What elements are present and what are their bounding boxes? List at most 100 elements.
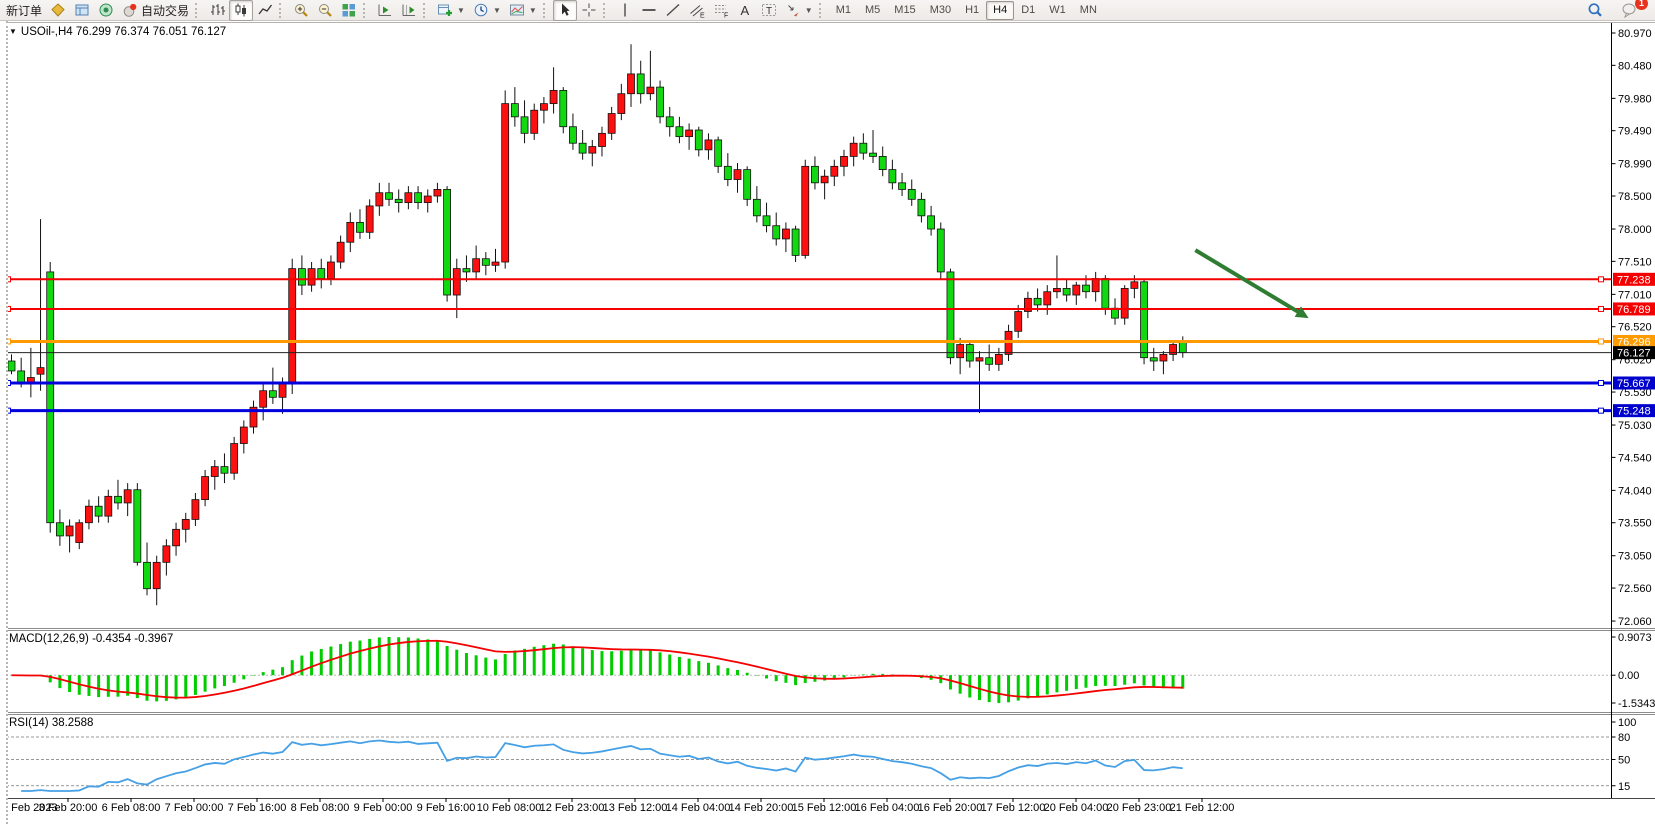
line-endpoint-marker[interactable] [1598, 379, 1604, 386]
time-axis-label: 20 Feb 04:00 [1044, 802, 1109, 814]
price-axis-label: 75.030 [1618, 420, 1652, 432]
timeframe-m5-button[interactable]: M5 [865, 3, 881, 16]
new-chart-button[interactable]: ▼ [433, 0, 469, 21]
window-left-gutter[interactable] [0, 21, 8, 824]
candles [7, 44, 1187, 606]
chart-collapse-icon[interactable]: ▼ [9, 27, 17, 36]
price-axis-label: 77.010 [1618, 289, 1652, 301]
time-axis-label: 2 Feb 2023 [2, 802, 58, 814]
time-axis-label: 15 Feb 12:00 [792, 802, 857, 814]
navigator-button[interactable] [94, 0, 118, 21]
price-tag-label: 76.789 [1617, 304, 1651, 316]
main-toolbar: 新订单 自动交易 ▼ ▼ ▼ E F A T ▼ M1 M5 M15 M30 H1 H4 D1 W1 MN 1 [0, 0, 1655, 21]
price-axis-label: 79.490 [1618, 126, 1652, 138]
search-button[interactable] [1583, 0, 1607, 21]
timeframe-d1-button[interactable]: D1 [1021, 3, 1036, 16]
cursor-button[interactable] [552, 0, 577, 21]
chat-button[interactable]: 1 [1617, 0, 1648, 21]
timeframe-m1-button[interactable]: M1 [835, 3, 851, 16]
timeframe-mn-button[interactable]: MN [1079, 3, 1097, 16]
auto-trading-button[interactable]: 自动交易 [118, 0, 193, 21]
price-tag-label: 76.296 [1617, 336, 1651, 348]
time-axis-label: 12 Feb 23:00 [540, 802, 605, 814]
line-endpoint-marker[interactable] [1598, 407, 1604, 414]
price-tag [1613, 404, 1655, 418]
price-axis-label: 80.480 [1618, 60, 1652, 72]
line-endpoint-marker[interactable] [1598, 305, 1604, 312]
crosshair-button[interactable] [577, 0, 601, 21]
rsi-line [21, 739, 1183, 792]
equidistant-channel-icon: E [689, 2, 705, 20]
timeframe-m15-button[interactable]: M15 [894, 3, 916, 16]
market-watch-button[interactable] [70, 0, 94, 21]
time-axis-label: 7 Feb 00:00 [165, 802, 224, 814]
price-tag [1613, 376, 1655, 390]
text-label-button[interactable]: T [757, 0, 781, 21]
price-tag [1613, 334, 1655, 348]
chart-shift-button[interactable] [397, 0, 421, 21]
time-axis-label: 20 Feb 23:00 [1107, 802, 1172, 814]
new-order-button[interactable]: 新订单 [2, 0, 46, 21]
price-axis-label: 78.500 [1618, 191, 1652, 203]
price-axis-label: 72.560 [1618, 583, 1652, 595]
chart-title: ▼ USOil-,H4 76.299 76.374 76.051 76.127 [9, 26, 226, 38]
line-chart-button[interactable] [253, 0, 277, 21]
cursor-icon [557, 2, 573, 18]
rsi-indicator-label: RSI(14) 38.2588 [9, 717, 94, 729]
chat-icon [1621, 2, 1637, 19]
profiles-icon [473, 2, 489, 18]
line-endpoint-marker[interactable] [1598, 338, 1604, 345]
timeframe-w1-button[interactable]: W1 [1049, 3, 1066, 16]
vertical-line-button[interactable] [613, 0, 637, 21]
trendline-button[interactable] [661, 0, 685, 21]
price-tag [1613, 346, 1655, 360]
price-axis-label: 77.510 [1618, 256, 1652, 268]
zoom-out-button[interactable] [313, 0, 337, 21]
toolbar-separator [279, 2, 285, 18]
tile-windows-button[interactable] [337, 0, 361, 21]
arrows-button[interactable]: ▼ [781, 0, 817, 21]
charts-icon-button[interactable] [46, 0, 70, 21]
zoom-out-icon [317, 2, 333, 18]
auto-scroll-button[interactable] [373, 0, 397, 21]
timeframe-h1-button[interactable]: H1 [965, 3, 980, 16]
price-tag-label: 75.248 [1617, 406, 1651, 418]
dropdown-caret-icon: ▼ [457, 5, 465, 15]
price-axis-label: 75.530 [1618, 387, 1652, 399]
time-axis-label: 6 Feb 08:00 [102, 802, 161, 814]
market-watch-icon [74, 2, 90, 18]
template-button[interactable]: ▼ [505, 0, 541, 21]
toolbar-separator [363, 2, 369, 18]
profiles-button[interactable]: ▼ [469, 0, 505, 21]
svg-text:F: F [724, 13, 728, 19]
time-axis-label: 17 Feb 12:00 [981, 802, 1046, 814]
bar-chart-icon [209, 2, 226, 18]
price-axis-label: 72.060 [1618, 616, 1652, 628]
equidistant-channel-button[interactable]: E [685, 0, 709, 21]
svg-text:E: E [700, 13, 705, 19]
horizontal-line-button[interactable] [637, 0, 661, 21]
chart-title-text: USOil-,H4 76.299 76.374 76.051 76.127 [20, 26, 227, 38]
price-tag [1613, 272, 1655, 286]
chart-shift-icon [401, 2, 417, 18]
zoom-in-button[interactable] [289, 0, 313, 21]
bar-chart-button[interactable] [205, 0, 229, 21]
trend-arrow-head[interactable] [1294, 306, 1309, 319]
rsi-axis-label: 80 [1618, 732, 1630, 744]
time-axis-label: 9 Feb 16:00 [417, 802, 476, 814]
fibonacci-button[interactable]: F [709, 0, 733, 21]
candlestick-button[interactable] [229, 0, 254, 21]
text-button[interactable]: A [733, 0, 757, 21]
time-axis-label: 7 Feb 16:00 [228, 802, 287, 814]
toolbar-separator [542, 2, 549, 18]
timeframe-m30-button[interactable]: M30 [929, 3, 952, 16]
line-endpoint-marker[interactable] [1598, 276, 1604, 283]
toolbar-separator [602, 2, 609, 18]
trend-arrow[interactable] [1194, 248, 1305, 317]
price-axis-label: 79.980 [1618, 93, 1652, 105]
time-axis-label: 8 Feb 08:00 [291, 802, 350, 814]
macd-axis-label: -1.5343 [1618, 698, 1655, 710]
timeframe-h4-button[interactable]: H4 [986, 0, 1015, 20]
charts-icon-icon [50, 2, 66, 18]
